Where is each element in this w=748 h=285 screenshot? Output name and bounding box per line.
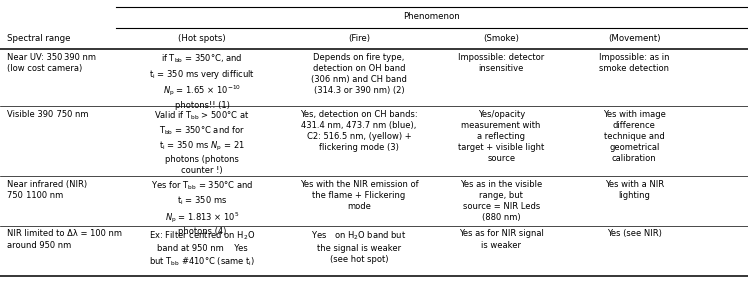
Text: Yes with image
difference
technique and
geometrical
calibration: Yes with image difference technique and …	[603, 110, 666, 163]
Text: Yes/opacity
measurement with
a reflecting
target + visible light
source: Yes/opacity measurement with a reflectin…	[458, 110, 545, 163]
Text: Ex: Filter centred on H$_2$O
band at 950 nm    Yes
but T$_\mathregular{bb}$ #410: Ex: Filter centred on H$_2$O band at 950…	[149, 229, 255, 268]
Text: Near infrared (NIR)
750  1100 nm: Near infrared (NIR) 750 1100 nm	[7, 180, 88, 200]
Text: Yes (see NIR): Yes (see NIR)	[607, 229, 662, 239]
Text: Yes as for NIR signal
is weaker: Yes as for NIR signal is weaker	[459, 229, 544, 250]
Text: (Movement): (Movement)	[608, 34, 660, 43]
Text: (Smoke): (Smoke)	[483, 34, 519, 43]
Text: NIR limited to Δλ = 100 nm
around 950 nm: NIR limited to Δλ = 100 nm around 950 nm	[7, 229, 123, 250]
Text: Visible 390  750 nm: Visible 390 750 nm	[7, 110, 89, 119]
Text: Spectral range: Spectral range	[7, 34, 71, 43]
Text: Near UV: 350 390 nm
(low cost camera): Near UV: 350 390 nm (low cost camera)	[7, 53, 96, 73]
Text: Phenomenon: Phenomenon	[403, 12, 459, 21]
Text: if T$_\mathregular{bb}$ = 350°C, and
t$_\mathregular{i}$ = 350 ms very difficult: if T$_\mathregular{bb}$ = 350°C, and t$_…	[149, 53, 255, 109]
Text: Depends on fire type,
detection on OH band
(306 nm) and CH band
(314.3 or 390 nm: Depends on fire type, detection on OH ba…	[311, 53, 407, 95]
Text: Yes for T$_\mathregular{bb}$ = 350°C and
t$_\mathregular{i}$ = 350 ms
$N_\mathre: Yes for T$_\mathregular{bb}$ = 350°C and…	[150, 180, 254, 236]
Text: Yes on H$_2$O band but
the signal is weaker
(see hot spot): Yes on H$_2$O band but the signal is wea…	[311, 229, 407, 264]
Text: Yes with a NIR
lighting: Yes with a NIR lighting	[604, 180, 664, 200]
Text: Valid if T$_\mathregular{bb}$ > 500°C at
T$_\mathregular{bb}$ = 350°C and for
t$: Valid if T$_\mathregular{bb}$ > 500°C at…	[154, 110, 250, 175]
Text: Yes as in the visible
range, but
source = NIR Leds
(880 nm): Yes as in the visible range, but source …	[460, 180, 542, 222]
Text: (Hot spots): (Hot spots)	[178, 34, 226, 43]
Text: Yes, detection on CH bands:
431.4 nm, 473.7 nm (blue),
C2: 516.5 nm, (yellow) +
: Yes, detection on CH bands: 431.4 nm, 47…	[300, 110, 418, 152]
Text: (Fire): (Fire)	[348, 34, 370, 43]
Text: Impossible: as in
smoke detection: Impossible: as in smoke detection	[599, 53, 669, 73]
Text: Yes with the NIR emission of
the flame + Flickering
mode: Yes with the NIR emission of the flame +…	[300, 180, 418, 211]
Text: Impossible: detector
insensitive: Impossible: detector insensitive	[458, 53, 545, 73]
